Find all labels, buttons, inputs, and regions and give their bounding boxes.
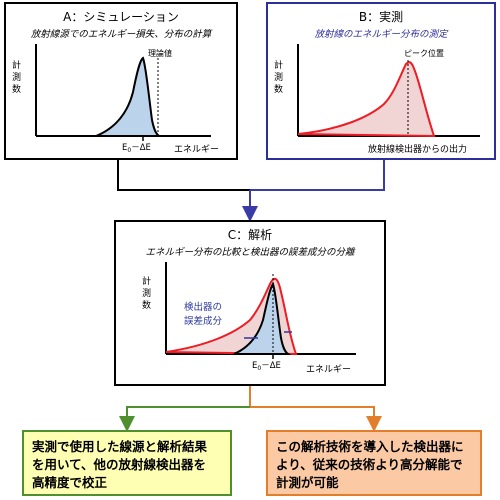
- marker-label: E0－ΔE: [252, 361, 281, 372]
- connector-c-to-right: [250, 406, 382, 432]
- result-text-line: より、従来の技術より高分解能で: [276, 457, 463, 472]
- connector-c-to-left: [119, 406, 250, 432]
- result-text-line: この解析技術を導入した検出器に: [276, 439, 464, 454]
- panel-b-title: B：実測: [358, 10, 404, 24]
- connector-a-to-c: [117, 160, 250, 191]
- panel-analysis: C：解析 エネルギー分布の比較と検出器の誤差成分の分離 計 測 数 検出器の 誤…: [114, 220, 386, 386]
- y-axis-label-char: 計: [274, 59, 283, 71]
- x-axis-label: エネルギー: [306, 364, 351, 375]
- panel-a-graph: 計 測 数 理論値 E0－ΔE エネルギー: [12, 44, 219, 155]
- panel-b-graph: 計 測 数 ピーク位置 放射線検出器からの出力: [274, 44, 480, 155]
- result-text-line: 高精度で校正: [32, 475, 108, 490]
- result-text-line: 計測が可能: [276, 475, 339, 490]
- peak-label: 理論値: [148, 48, 172, 58]
- simulated-distribution: [95, 56, 163, 137]
- connector-b-to-c: [250, 160, 385, 191]
- y-axis-label-char: 測: [12, 71, 21, 83]
- panel-c-subtitle: エネルギー分布の比較と検出器の誤差成分の分離: [145, 247, 355, 258]
- panel-measurement: B：実測 放射線のエネルギー分布の測定 計 測 数 ピーク位置 放射線検出器から…: [266, 2, 496, 160]
- panel-a-subtitle: 放射線源でのエネルギー損失、分布の計算: [30, 29, 212, 40]
- result-calibration-box: 実測で使用した線源と解析結果 を用いて、他の放射線検出器を 高精度で校正: [22, 430, 232, 496]
- peak-label: ピーク位置: [404, 48, 444, 58]
- error-label-line1: 検出器の: [184, 301, 222, 313]
- y-axis-label-char: 計: [12, 59, 21, 71]
- x-axis-label: 放射線検出器からの出力: [368, 143, 467, 155]
- panel-c-title: C：解析: [227, 228, 273, 242]
- y-axis-label-char: 測: [142, 287, 151, 299]
- measured-distribution: [297, 61, 436, 138]
- y-axis-label-char: 測: [274, 71, 283, 83]
- panel-c-graph: 計 測 数 検出器の 誤差成分 E0－ΔE エネルギー: [142, 262, 356, 375]
- marker-label: E0－ΔE: [122, 143, 151, 154]
- x-axis-label: エネルギー: [174, 144, 219, 155]
- y-axis-label-char: 計: [142, 275, 151, 287]
- panel-a-title: A：シミュレーション: [63, 10, 179, 24]
- error-label-line2: 誤差成分: [184, 315, 223, 327]
- result-text-line: 実測で使用した線源と解析結果: [32, 439, 208, 454]
- y-axis-label-char: 数: [274, 83, 283, 95]
- panel-b-subtitle: 放射線のエネルギー分布の測定: [314, 29, 448, 40]
- y-axis-label-char: 数: [12, 83, 21, 95]
- result-text-line: を用いて、他の放射線検出器を: [32, 457, 207, 472]
- simulated-distribution: [233, 281, 292, 355]
- result-resolution-box: この解析技術を導入した検出器に より、従来の技術より高分解能で 計測が可能: [266, 430, 482, 496]
- panel-simulation: A：シミュレーション 放射線源でのエネルギー損失、分布の計算 計 測 数 理論値…: [4, 2, 238, 160]
- y-axis-label-char: 数: [142, 299, 151, 311]
